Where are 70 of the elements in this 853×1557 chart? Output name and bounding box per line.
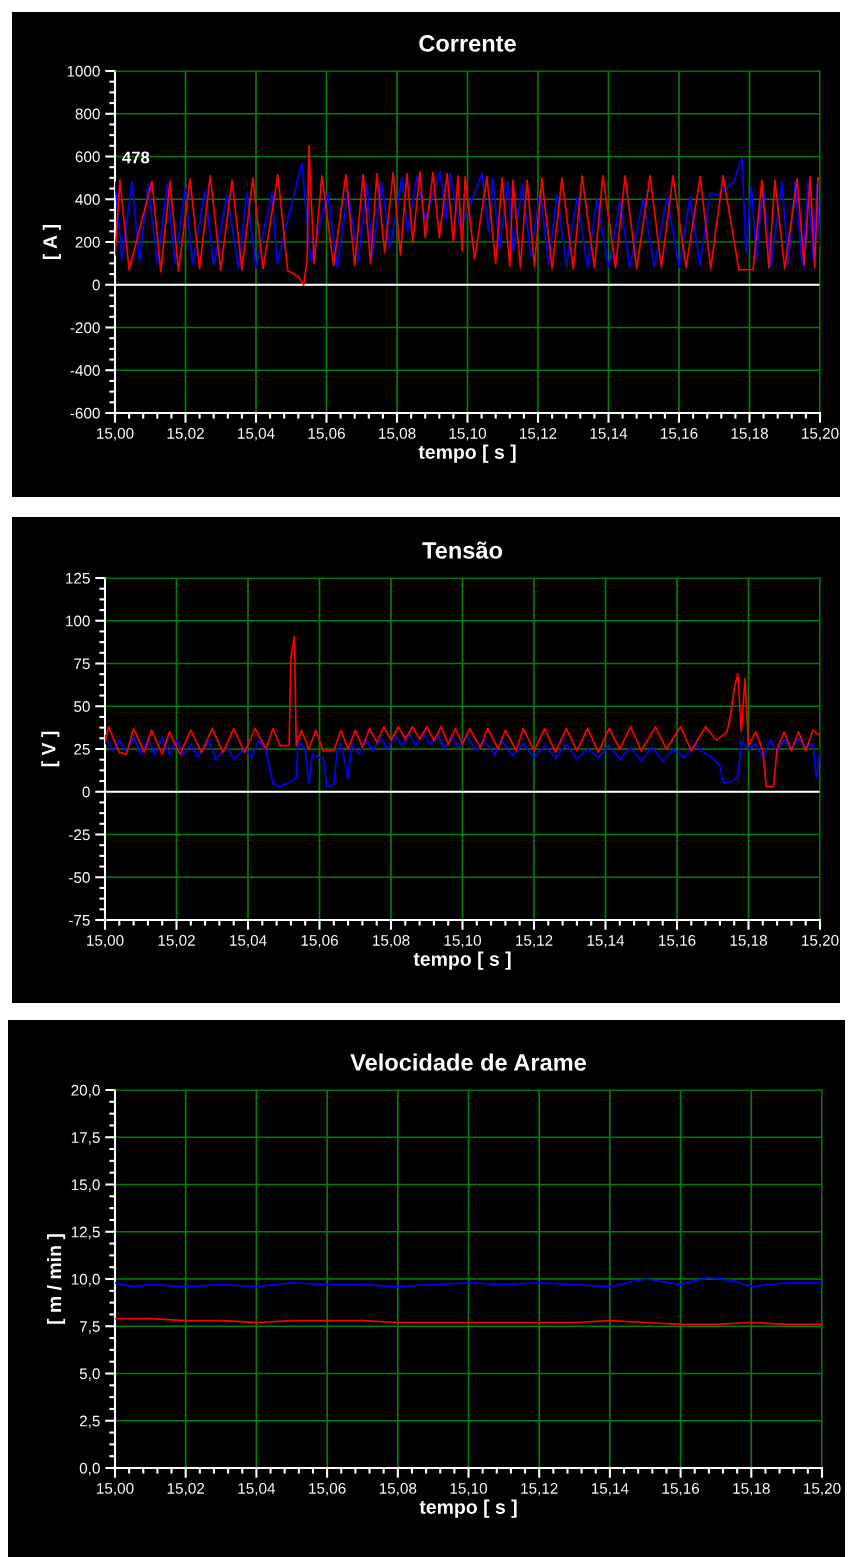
y-tick-label: 1000 xyxy=(67,65,100,77)
x-tick-label: 15,10 xyxy=(444,934,482,948)
x-axis-title: tempo [ s ] xyxy=(418,444,516,463)
y-tick-label: -600 xyxy=(70,407,100,419)
y-tick-label: 50 xyxy=(74,701,90,712)
chart-title: Corrente xyxy=(419,35,516,52)
y-tick-label: 25 xyxy=(74,743,90,755)
x-tick-label: 15,06 xyxy=(309,1482,346,1496)
y-tick-label: 2,5 xyxy=(79,1415,100,1429)
x-tick-label: 15,12 xyxy=(521,1482,558,1496)
y-tick-label: -200 xyxy=(70,322,100,334)
y-tick-label: 125 xyxy=(66,572,90,584)
y-tick-label: -75 xyxy=(69,915,90,926)
x-tick-label: 15,16 xyxy=(662,1482,700,1496)
x-tick-label: 15,06 xyxy=(308,427,345,441)
x-tick-label: 15,02 xyxy=(158,934,195,948)
chart-title: Tensão xyxy=(422,541,503,559)
y-tick-label: 0 xyxy=(82,786,90,798)
x-tick-label: 15,20 xyxy=(802,934,839,948)
x-tick-label: 15,14 xyxy=(590,428,628,441)
x-tick-label: 15,12 xyxy=(516,934,553,948)
chart-title: Velocidade de Arame xyxy=(350,1053,587,1071)
y-tick-label: 400 xyxy=(75,194,100,205)
x-tick-label: 15,08 xyxy=(379,1482,417,1496)
y-tick-label: 0 xyxy=(92,279,100,291)
y-tick-label: 600 xyxy=(75,151,100,163)
y-tick-label: 800 xyxy=(75,108,100,120)
y-tick-label: 5,0 xyxy=(79,1368,100,1381)
x-tick-label: 15,02 xyxy=(167,427,204,441)
x-tick-label: 15,00 xyxy=(97,427,134,441)
x-axis-title: tempo [ s ] xyxy=(419,1499,517,1518)
y-tick-label: 12,5 xyxy=(71,1226,100,1240)
x-tick-label: 15,06 xyxy=(301,934,338,948)
y-tick-label: 20,0 xyxy=(71,1084,100,1098)
x-tick-label: 15,10 xyxy=(449,427,487,441)
y-tick-label: 7,5 xyxy=(79,1321,100,1334)
x-tick-label: 15,12 xyxy=(520,427,557,441)
x-tick-label: 15,14 xyxy=(591,1483,629,1496)
x-tick-label: 15,16 xyxy=(661,427,698,441)
y-tick-label: -50 xyxy=(69,872,90,883)
x-tick-label: 15,20 xyxy=(804,1482,841,1496)
x-tick-label: 15,00 xyxy=(97,1482,134,1496)
y-tick-label: -400 xyxy=(70,365,100,376)
x-tick-label: 15,08 xyxy=(373,934,410,948)
y-tick-label: 100 xyxy=(66,615,90,627)
annotation: 478 xyxy=(122,151,150,164)
y-tick-label: 10,0 xyxy=(71,1273,100,1287)
x-axis-title: tempo [ s ] xyxy=(413,951,511,970)
x-tick-label: 15,04 xyxy=(230,934,267,948)
x-tick-label: 15,18 xyxy=(730,934,767,948)
x-tick-label: 15,04 xyxy=(238,427,275,441)
y-tick-label: -25 xyxy=(69,829,90,841)
y-tick-label: 15,0 xyxy=(71,1179,100,1192)
y-tick-label: 0,0 xyxy=(79,1462,100,1476)
x-tick-label: 15,14 xyxy=(587,935,625,948)
y-axis-title: [ A ] xyxy=(42,224,61,260)
x-tick-label: 15,02 xyxy=(167,1482,205,1496)
x-tick-label: 15,20 xyxy=(802,427,839,441)
x-tick-label: 15,04 xyxy=(238,1482,276,1496)
y-axis-title: [ V ] xyxy=(41,731,60,767)
x-tick-label: 15,16 xyxy=(659,934,696,948)
x-tick-label: 15,08 xyxy=(379,427,416,441)
y-tick-label: 75 xyxy=(74,658,90,670)
y-tick-label: 17,5 xyxy=(71,1132,100,1145)
x-tick-label: 15,10 xyxy=(450,1482,488,1496)
y-tick-label: 200 xyxy=(75,236,100,248)
x-tick-label: 15,00 xyxy=(87,934,124,948)
y-axis-title: [ m / min ] xyxy=(47,1234,66,1324)
x-tick-label: 15,18 xyxy=(731,427,768,441)
x-tick-label: 15,18 xyxy=(733,1482,770,1496)
